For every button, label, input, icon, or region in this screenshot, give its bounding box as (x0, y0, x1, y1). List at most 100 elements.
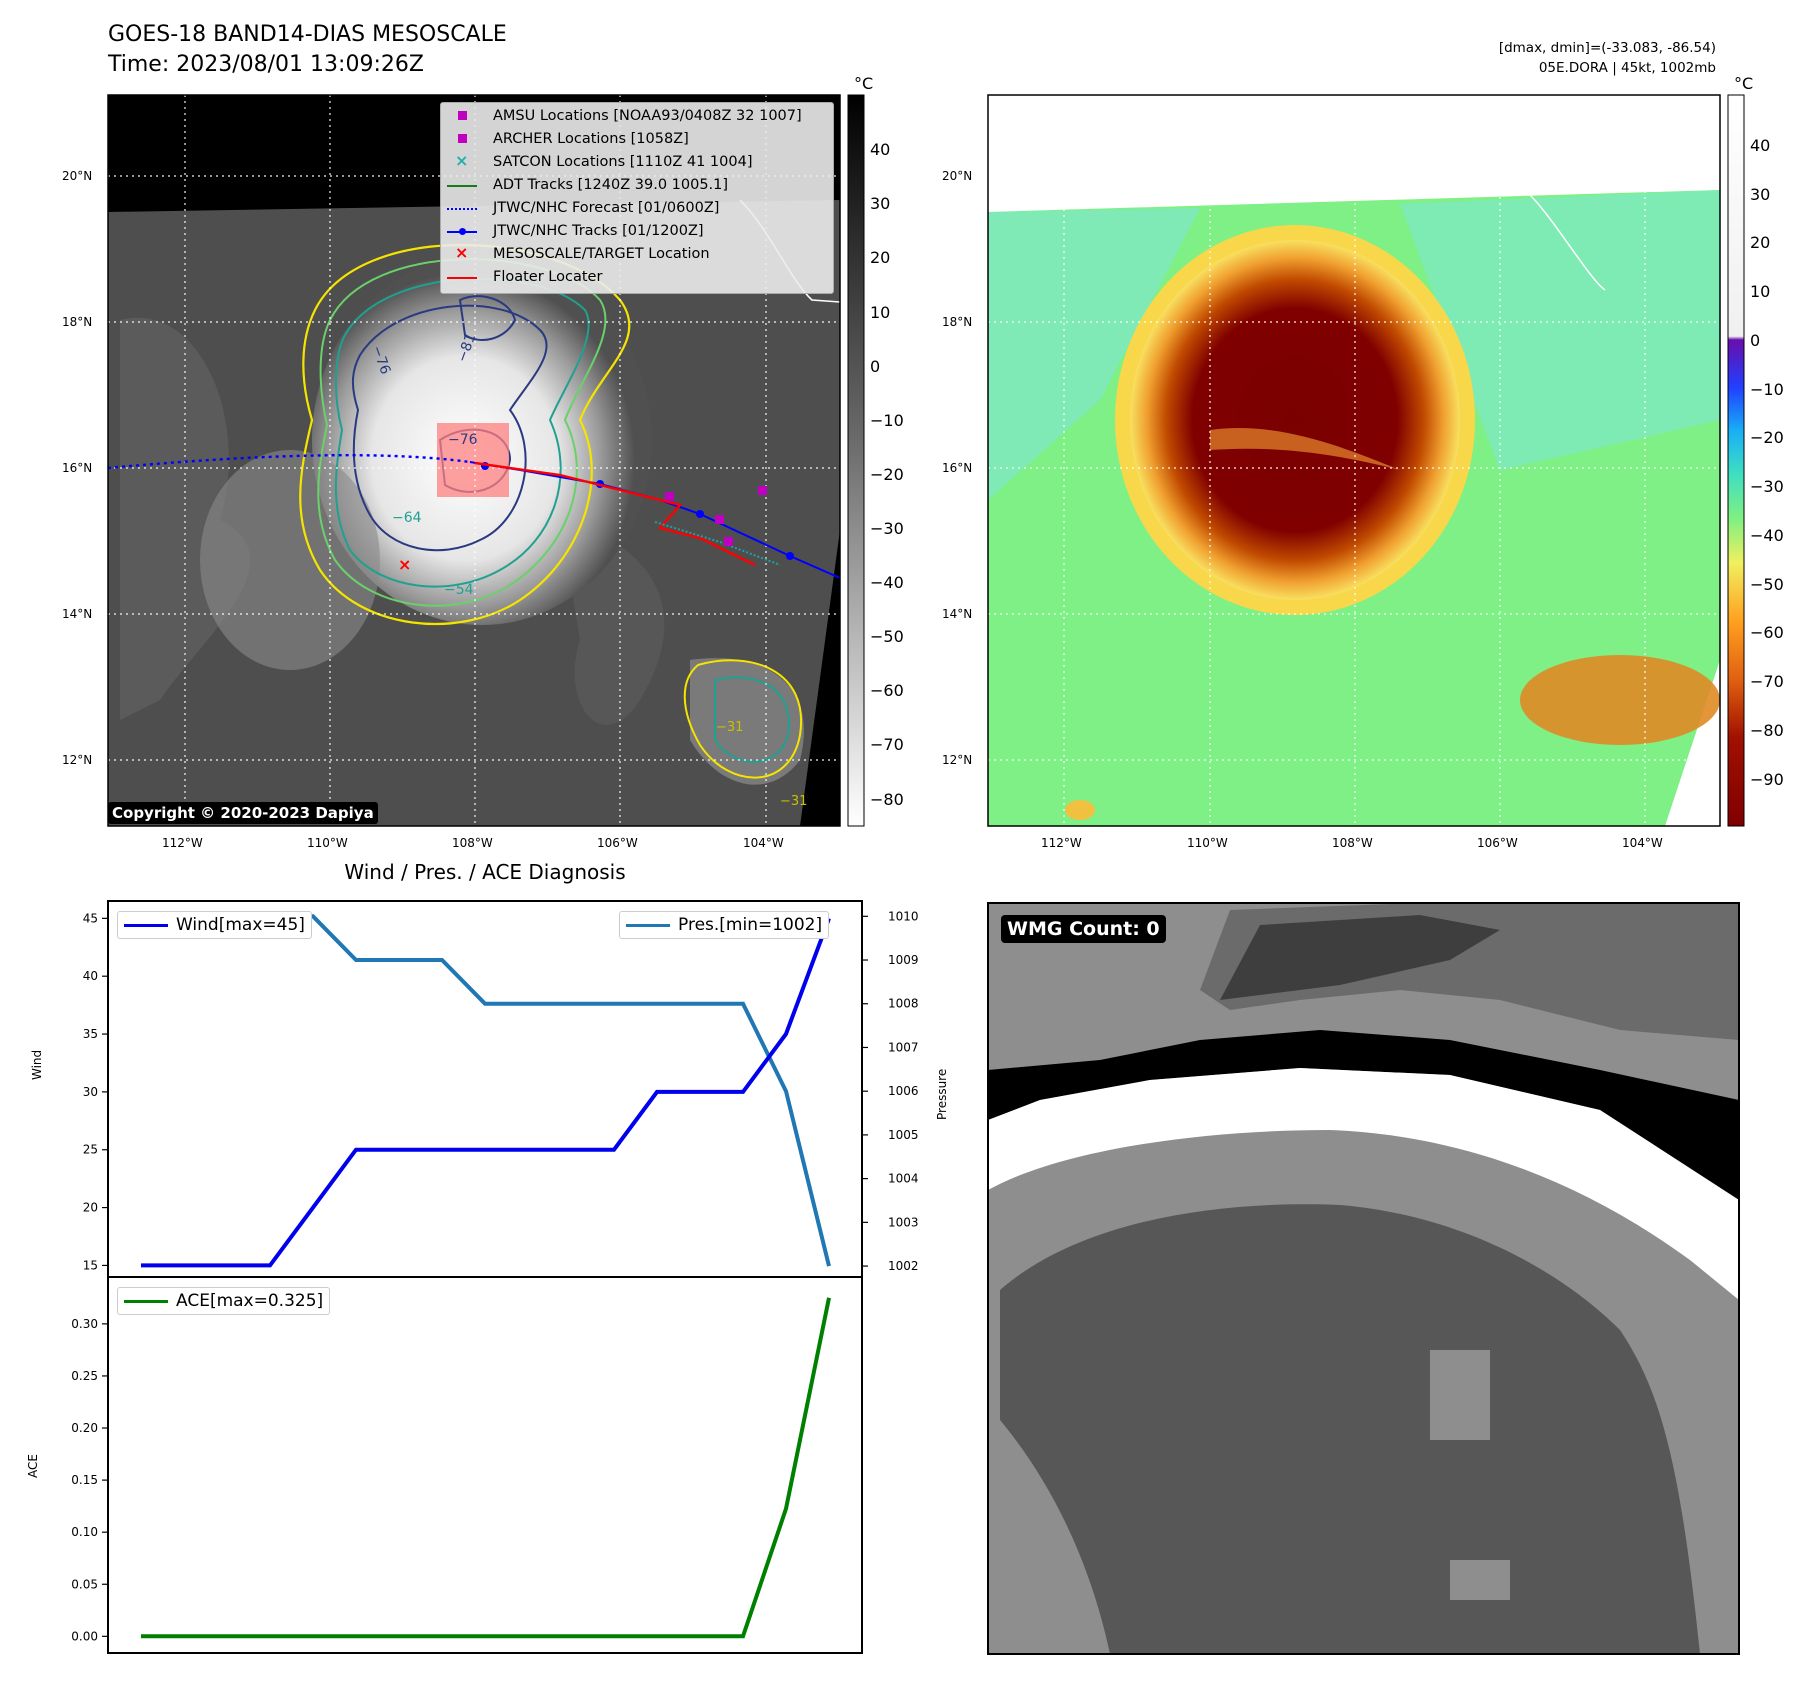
lat-label-14n-right: 14°N (942, 607, 973, 621)
storm-info: 05E.DORA | 45kt, 1002mb (1538, 60, 1716, 76)
lat-label-20n-right: 20°N (942, 169, 973, 183)
lon-label-110w: 110°W (307, 836, 348, 850)
cb-right-tick: 20 (1750, 233, 1771, 252)
pres-tick-label: 1005 (888, 1128, 919, 1142)
wind-tick-label: 20 (83, 1201, 98, 1215)
legend-swatch (447, 277, 477, 279)
contour-label: −76 (448, 432, 478, 448)
cb-left-tick: −30 (870, 519, 904, 538)
wind-tick-label: 45 (83, 911, 98, 925)
pres-tick-label: 1004 (888, 1172, 919, 1186)
pres-tick-label: 1003 (888, 1215, 919, 1229)
figure-time: Time: 2023/08/01 13:09:26Z (108, 52, 424, 77)
ace-tick-label: 0.30 (71, 1317, 98, 1331)
cb-left-tick: 10 (870, 303, 891, 322)
wind-tick-label: 40 (83, 969, 98, 983)
cb-right-tick: 10 (1750, 282, 1771, 301)
legend-wind-line (124, 924, 168, 927)
target-marker: × (398, 555, 411, 574)
legend-floater: Floater Locater (493, 269, 603, 285)
cb-right-tick: −20 (1750, 428, 1784, 447)
legend-amsu: AMSU Locations [NOAA93/0408Z 32 1007] (493, 108, 802, 124)
wmg-count-badge: WMG Count: 0 (1001, 915, 1166, 943)
cb-right-tick: 0 (1750, 331, 1761, 350)
legend-ace-label: ACE[max=0.325] (176, 1291, 324, 1311)
cb-left-tick: 30 (870, 194, 891, 213)
legend-pres: Pres.[min=1002] (619, 911, 830, 939)
cb-right-tick: 30 (1750, 185, 1771, 204)
dmax-dmin-info: [dmax, dmin]=(-33.083, -86.54) (1498, 40, 1716, 56)
lat-label-16n-right: 16°N (942, 461, 973, 475)
cb-left-tick: 40 (870, 140, 891, 159)
lon-label-112w-right: 112°W (1041, 836, 1082, 850)
ir-colorbar-unit: °C (854, 74, 874, 93)
lon-label-104w: 104°W (743, 836, 784, 850)
pres-tick-label: 1010 (888, 909, 919, 923)
cb-left-tick: 20 (870, 248, 891, 267)
cb-right-tick: −40 (1750, 526, 1784, 545)
wind-tick-label: 15 (83, 1258, 98, 1272)
ir-colorbar (847, 94, 865, 827)
legend-pres-line (626, 924, 670, 927)
contour-label: −31 (716, 720, 744, 735)
legend-target: MESOSCALE/TARGET Location (493, 246, 710, 262)
dias-map (988, 95, 1720, 826)
ace-axes (107, 1276, 863, 1654)
wind-pres-axes (107, 900, 863, 1278)
legend-swatch (459, 228, 466, 235)
contour-label: −64 (392, 510, 422, 526)
figure-title: GOES-18 BAND14-DIAS MESOSCALE (108, 22, 507, 47)
cb-right-tick: −90 (1750, 770, 1784, 789)
pres-tick-label: 1002 (888, 1259, 919, 1273)
pres-tick-label: 1007 (888, 1040, 919, 1054)
ace-tick-label: 0.05 (71, 1577, 98, 1591)
cb-left-tick: −60 (870, 681, 904, 700)
cb-right-tick: −80 (1750, 721, 1784, 740)
contour-label: −31 (780, 794, 808, 809)
legend-ace: ACE[max=0.325] (117, 1287, 331, 1315)
ace-axis-label: ACE (26, 1454, 40, 1478)
ace-tick-label: 0.20 (71, 1421, 98, 1435)
cb-left-tick: −50 (870, 627, 904, 646)
legend-swatch (447, 185, 477, 187)
lat-label-12n-right: 12°N (942, 753, 973, 767)
lon-label-108w: 108°W (452, 836, 493, 850)
cb-left-tick: −10 (870, 411, 904, 430)
lat-label-18n-right: 18°N (942, 315, 973, 329)
cb-right-tick: 40 (1750, 136, 1771, 155)
wind-tick-label: 35 (83, 1027, 98, 1041)
lat-label-18n: 18°N (62, 315, 93, 329)
cb-left-tick: −20 (870, 465, 904, 484)
lon-label-108w-right: 108°W (1332, 836, 1373, 850)
copyright-badge: Copyright © 2020-2023 Dapiya (108, 802, 378, 824)
ace-tick-label: 0.10 (71, 1525, 98, 1539)
legend-ace-line (124, 1300, 168, 1303)
pressure-axis-label: Pressure (935, 1068, 949, 1120)
legend-swatch: × (455, 243, 469, 262)
legend-tracks: JTWC/NHC Tracks [01/1200Z] (493, 223, 704, 239)
cb-right-tick: −30 (1750, 477, 1784, 496)
pres-tick-label: 1009 (888, 953, 919, 967)
diagnosis-title: Wind / Pres. / ACE Diagnosis (344, 860, 626, 884)
lon-label-104w-right: 104°W (1622, 836, 1663, 850)
lon-label-106w-right: 106°W (1477, 836, 1518, 850)
legend-pres-label: Pres.[min=1002] (678, 915, 823, 935)
lat-label-12n: 12°N (62, 753, 93, 767)
dias-colorbar-unit: °C (1734, 74, 1754, 93)
pres-tick-label: 1006 (888, 1084, 919, 1098)
map-legend: AMSU Locations [NOAA93/0408Z 32 1007] AR… (440, 102, 834, 294)
legend-satcon: SATCON Locations [1110Z 41 1004] (493, 154, 753, 170)
legend-swatch (458, 134, 467, 143)
legend-forecast: JTWC/NHC Forecast [01/0600Z] (493, 200, 720, 216)
ace-series-line (141, 1297, 831, 1639)
legend-wind-label: Wind[max=45] (176, 915, 305, 935)
wind-tick-label: 30 (83, 1085, 98, 1099)
cb-left-tick: 0 (870, 357, 881, 376)
lon-label-110w-right: 110°W (1187, 836, 1228, 850)
wind-tick-label: 25 (83, 1143, 98, 1157)
wind-series-line (141, 917, 831, 1268)
cb-right-tick: −10 (1750, 380, 1784, 399)
pres-tick-label: 1008 (888, 997, 919, 1011)
lat-label-14n: 14°N (62, 607, 93, 621)
